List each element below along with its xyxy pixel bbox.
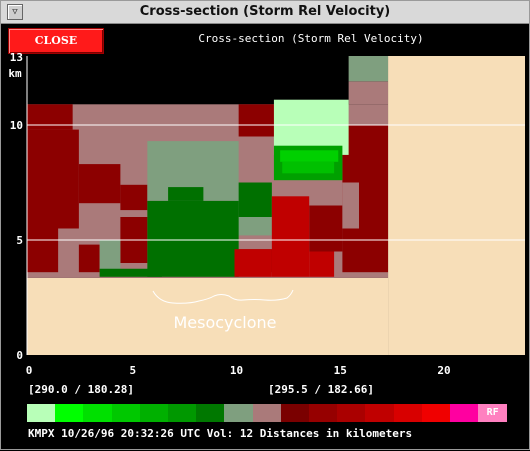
scale-swatch [55, 404, 85, 422]
scale-swatch [111, 404, 141, 422]
scale-swatch [27, 404, 56, 422]
scale-swatch [252, 404, 282, 422]
velocity-cell [342, 182, 359, 229]
velocity-cell [348, 81, 389, 105]
window-menu-button[interactable]: ▽ [7, 4, 23, 20]
scale-swatch [365, 404, 395, 422]
scale-swatch [139, 404, 169, 422]
y-tick-label: 10 [10, 119, 23, 132]
x-tick-label: 10 [230, 364, 243, 377]
y-tick-label: 5 [16, 234, 23, 247]
velocity-cell [348, 56, 389, 82]
scale-swatch [393, 404, 423, 422]
scale-swatch [421, 404, 451, 422]
status-line: KMPX 10/26/96 20:32:26 UTC Vol: 12 Dista… [28, 427, 413, 440]
scale-swatch [309, 404, 338, 422]
velocity-cell [27, 277, 389, 355]
scale-swatch [83, 404, 113, 422]
range-folded-swatch: RF [478, 404, 508, 422]
velocity-cell [78, 244, 100, 273]
title-bar: ▽ Cross-section (Storm Rel Velocity) [1, 1, 529, 24]
mesocyclone-bracket [152, 289, 294, 304]
x-tick-label: 5 [129, 364, 136, 377]
y-tick-label: 0 [16, 349, 23, 362]
product-subtitle: Cross-section (Storm Rel Velocity) [198, 32, 424, 45]
velocity-cell [78, 164, 121, 204]
scale-swatch [450, 404, 479, 422]
x-tick-label: 0 [26, 364, 33, 377]
velocity-cell [238, 182, 272, 217]
velocity-cell [27, 228, 59, 273]
y-tick-label: 13 [10, 51, 23, 64]
scale-swatch [224, 404, 254, 422]
velocity-cell [27, 104, 73, 130]
velocity-color-scale: RF [27, 404, 508, 422]
velocity-cell [120, 184, 148, 211]
right-coordinate: [295.5 / 182.66] [268, 383, 374, 396]
velocity-cell [282, 161, 335, 174]
velocity-cell [99, 268, 162, 277]
scale-swatch [196, 404, 226, 422]
velocity-cell [309, 205, 343, 252]
y-axis-unit: km [8, 67, 22, 80]
scale-swatch [337, 404, 367, 422]
mesocyclone-label: Mesocyclone [173, 313, 276, 332]
close-button[interactable]: CLOSE [8, 28, 104, 54]
velocity-cell [168, 187, 204, 201]
velocity-cell [147, 200, 239, 277]
velocity-cell [27, 56, 389, 105]
x-tick-label: 15 [334, 364, 347, 377]
x-tick-label: 20 [437, 364, 450, 377]
scale-swatch [168, 404, 197, 422]
window-title: Cross-section (Storm Rel Velocity) [139, 4, 391, 19]
velocity-cell [280, 150, 339, 162]
scale-swatch [280, 404, 310, 422]
velocity-cell [271, 196, 310, 277]
left-coordinate: [290.0 / 180.28] [28, 383, 134, 396]
velocity-cell [27, 129, 79, 229]
velocity-cell [388, 56, 525, 355]
velocity-cell [309, 251, 335, 277]
velocity-cell [234, 249, 272, 277]
velocity-cell [99, 240, 121, 273]
velocity-cell [238, 104, 276, 137]
